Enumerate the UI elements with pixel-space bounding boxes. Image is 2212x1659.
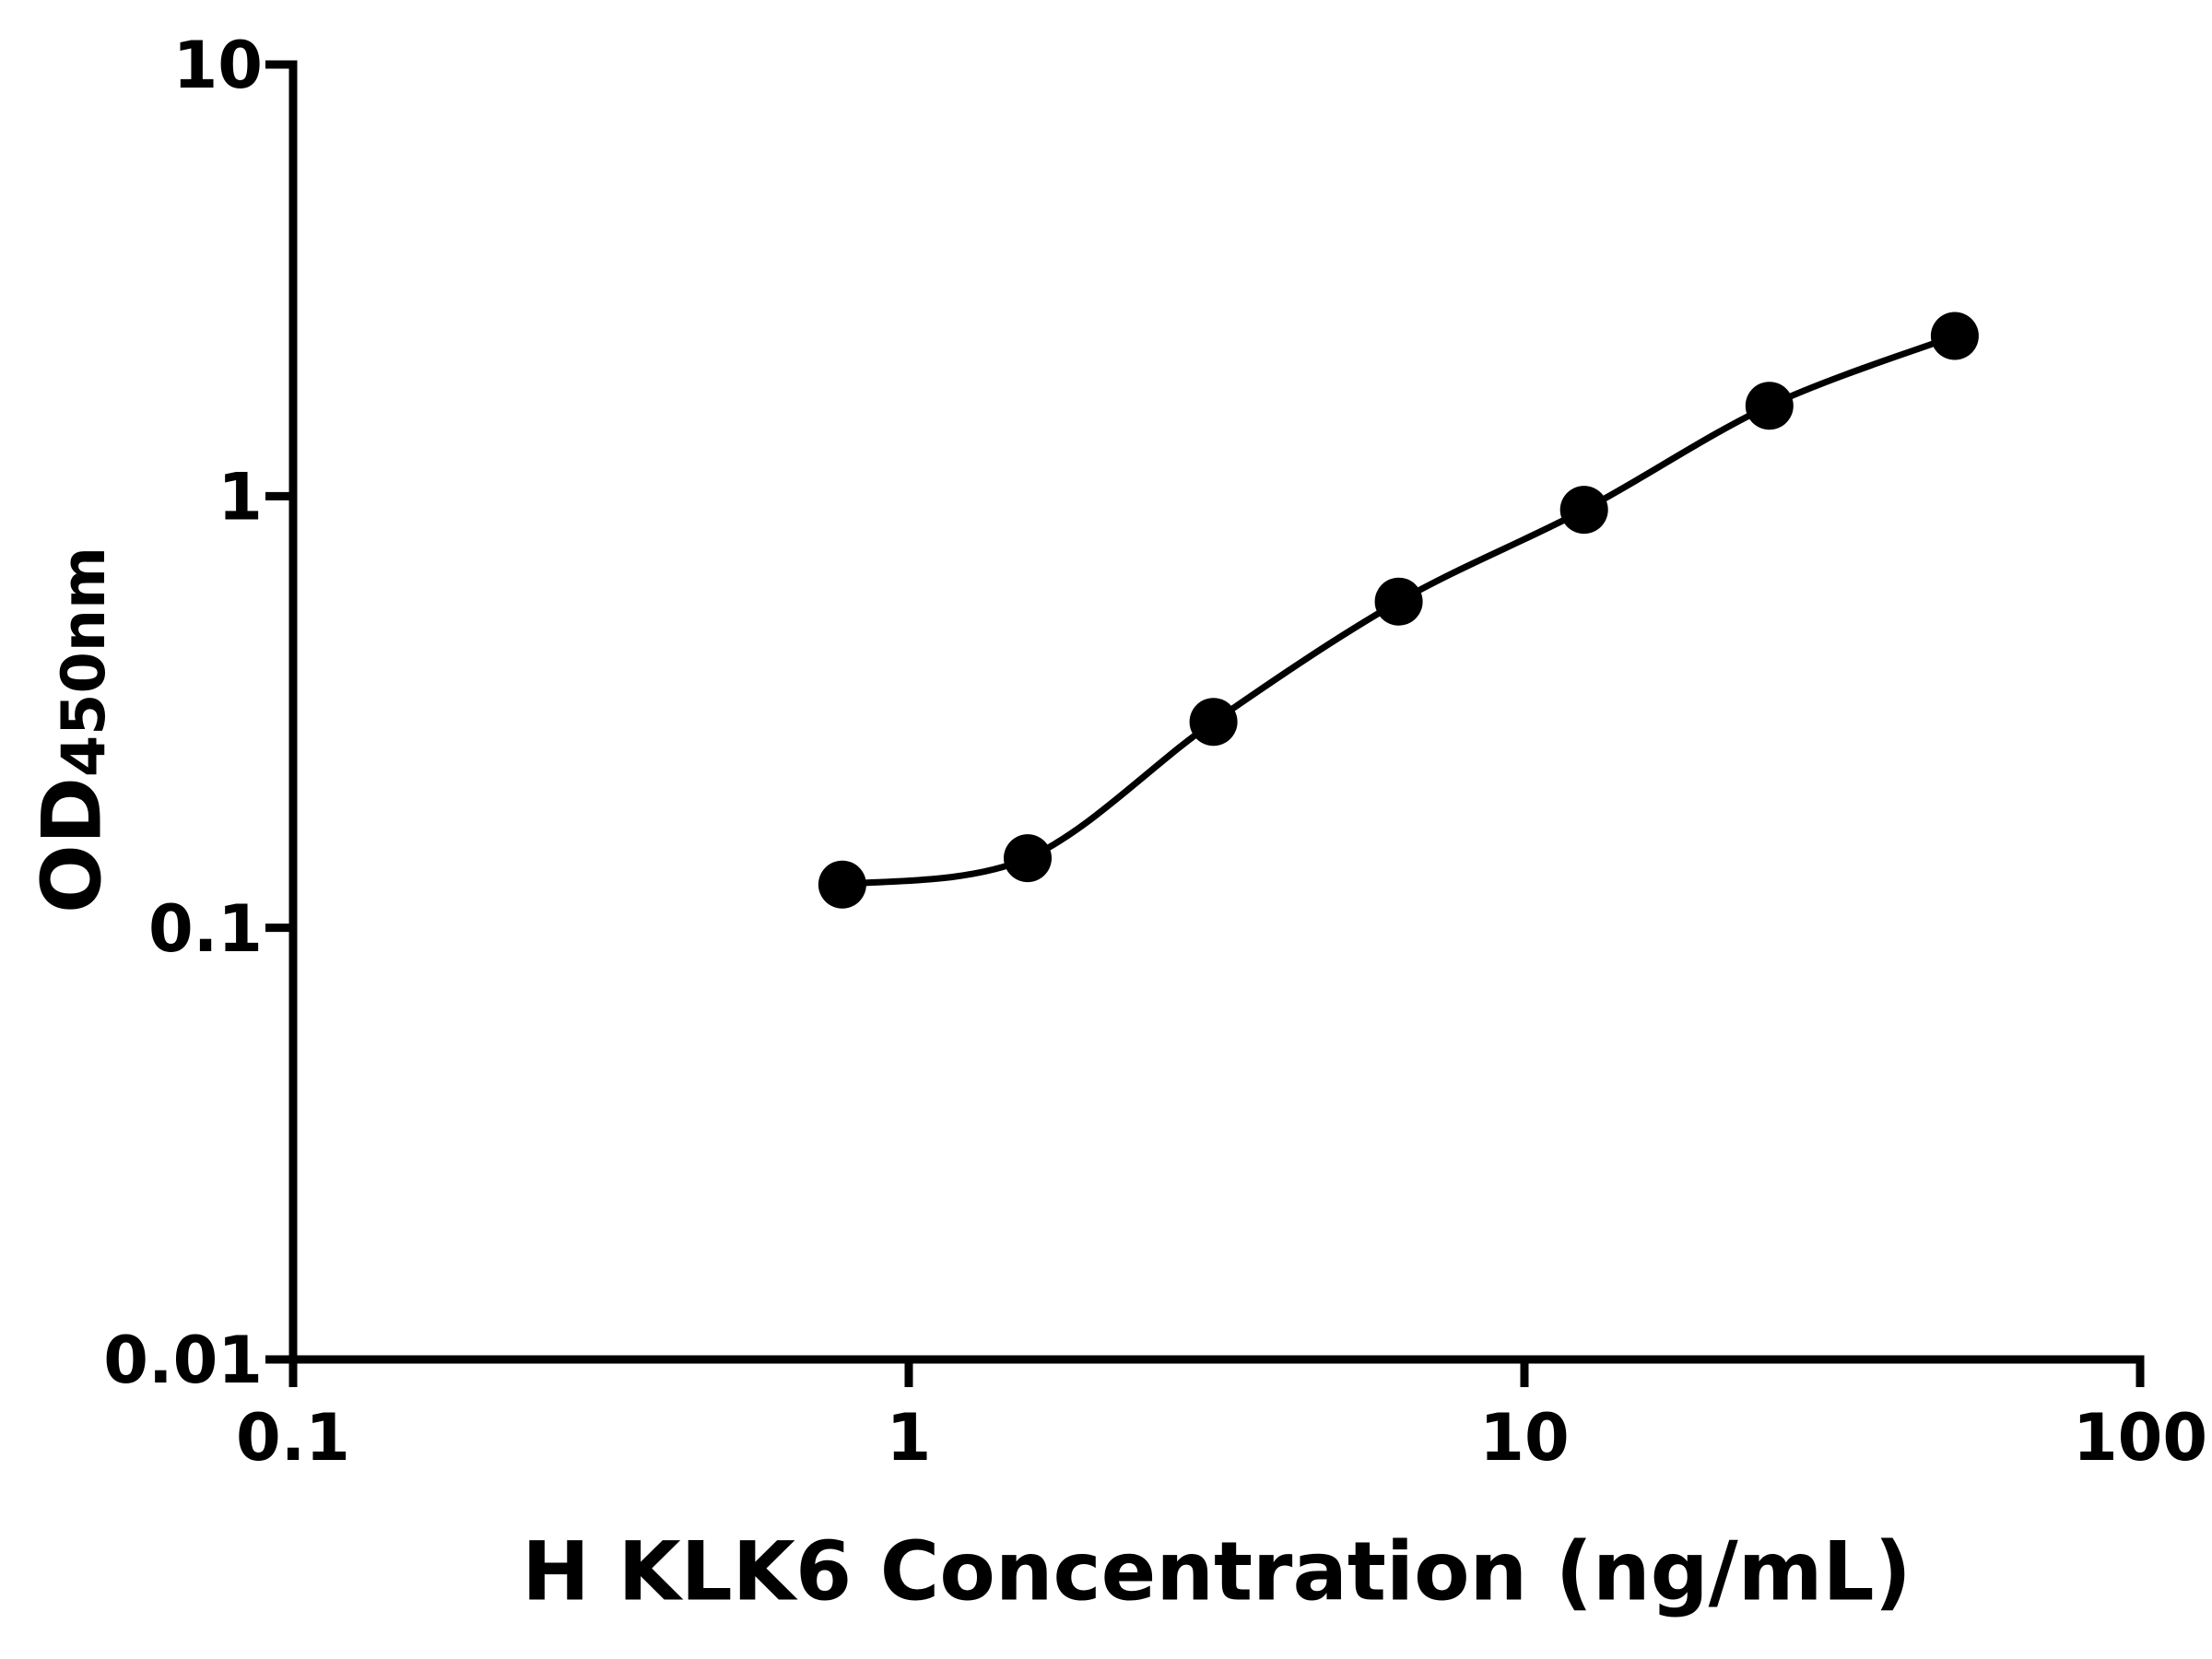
y-axis-title: OD450nm <box>25 547 120 913</box>
data-point <box>1930 312 1979 360</box>
data-point <box>1189 698 1238 747</box>
data-point <box>1004 834 1052 883</box>
y-axis-title-main: OD <box>24 777 120 913</box>
axis-ticks <box>265 60 2145 1387</box>
x-axis-title: H KLK6 Concentration (ng/mL) <box>522 1524 1912 1619</box>
y-tick-label: 0.01 <box>103 1323 263 1398</box>
y-tick-label: 0.1 <box>148 891 263 967</box>
x-tick-label: 1 <box>887 1400 932 1476</box>
y-tick-label: 10 <box>173 28 263 103</box>
x-tick-label: 10 <box>1479 1400 1569 1476</box>
data-point <box>1374 577 1423 626</box>
data-points <box>818 312 1979 909</box>
y-axis-title-subscript: 450nm <box>50 547 120 778</box>
data-point <box>818 860 866 909</box>
data-point <box>1745 382 1794 430</box>
x-tick-label: 0.1 <box>236 1400 350 1476</box>
x-tick-label: 100 <box>2073 1400 2207 1476</box>
y-tick-label: 1 <box>218 460 263 535</box>
data-point <box>1559 486 1608 535</box>
